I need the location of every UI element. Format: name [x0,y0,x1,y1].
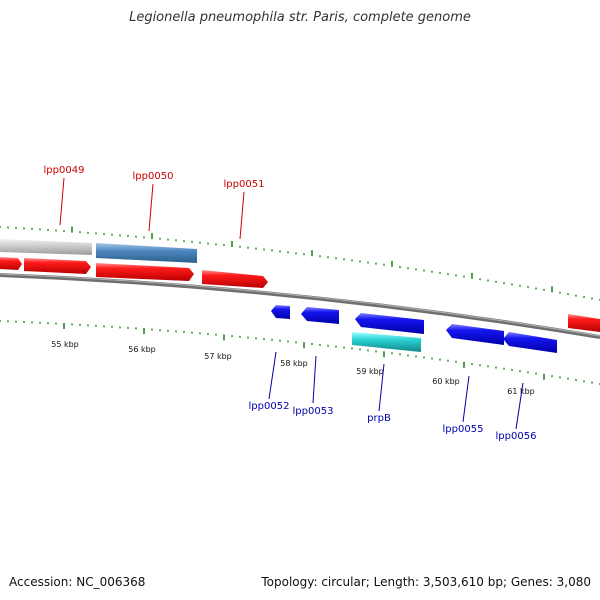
scale-label-58kbp: 58 kbp [280,359,308,368]
gene-label-lpp0049[interactable]: lpp0049 [44,165,85,176]
length-text: Length: 3,503,610 bp [366,575,503,589]
gene-arrow-reverse-lpp0056[interactable] [503,332,557,353]
topology-text: Topology: circular [261,575,366,589]
scale-label-55kbp: 55 kbp [51,340,79,349]
gene-rna-prpB[interactable] [352,332,421,352]
scale-label-57kbp: 57 kbp [204,352,232,361]
accession-text: Accession: NC_006368 [9,575,146,589]
gene-label-lpp0056[interactable]: lpp0056 [496,431,537,442]
genome-backbone-highlight [0,273,600,337]
gene-arrow-forward-lpp0049[interactable] [24,258,91,274]
gene-arrow-reverse-lpp0052[interactable] [271,305,290,319]
leader-line-prpB [378,363,385,412]
gene-label-lpp0051[interactable]: lpp0051 [224,179,265,190]
map-title: Legionella pneumophila str. Paris, compl… [129,10,471,25]
gene-count-text: Genes: 3,080 [503,575,591,589]
leader-line-lpp0051 [239,191,245,240]
upper-scale-ticks [0,226,600,301]
gene-arrow-forward-1[interactable] [0,257,22,270]
gene-label-lpp0053[interactable]: lpp0053 [293,406,334,417]
leader-line-lpp0056 [515,382,524,430]
gene-arrow-reverse-lpp0055[interactable] [446,324,504,345]
gene-arrow-forward-right[interactable] [568,314,600,332]
gene-arrow-reverse-prpB[interactable] [355,313,424,334]
leader-line-lpp0053 [312,355,317,404]
scale-label-61kbp: 61 kbp [507,387,535,396]
scale-label-60kbp: 60 kbp [432,377,460,386]
gene-arrow-forward-lpp0051[interactable] [202,270,268,288]
leader-line-lpp0055 [462,375,470,423]
leader-line-lpp0052 [268,351,277,400]
gene-label-lpp0052[interactable]: lpp0052 [249,401,290,412]
genome-stats: Topology: circularLength: 3,503,610 bpGe… [261,575,591,589]
leader-line-lpp0050 [148,183,154,232]
gene-lpp0050-block[interactable] [96,243,197,263]
scale-label-59kbp: 59 kbp [356,367,384,376]
gene-label-lpp0050[interactable]: lpp0050 [133,171,174,182]
lower-scale-ticks [0,320,600,385]
leader-line-lpp0049 [59,177,65,226]
gene-arrow-forward-lpp0050[interactable] [96,263,194,281]
scale-label-56kbp: 56 kbp [128,345,156,354]
genome-backbone [0,273,600,339]
gene-label-prpB[interactable]: prpB [367,413,391,424]
gene-label-lpp0055[interactable]: lpp0055 [443,424,484,435]
gene-arrow-reverse-lpp0053[interactable] [301,307,339,324]
gene-grey-block[interactable] [0,239,92,255]
